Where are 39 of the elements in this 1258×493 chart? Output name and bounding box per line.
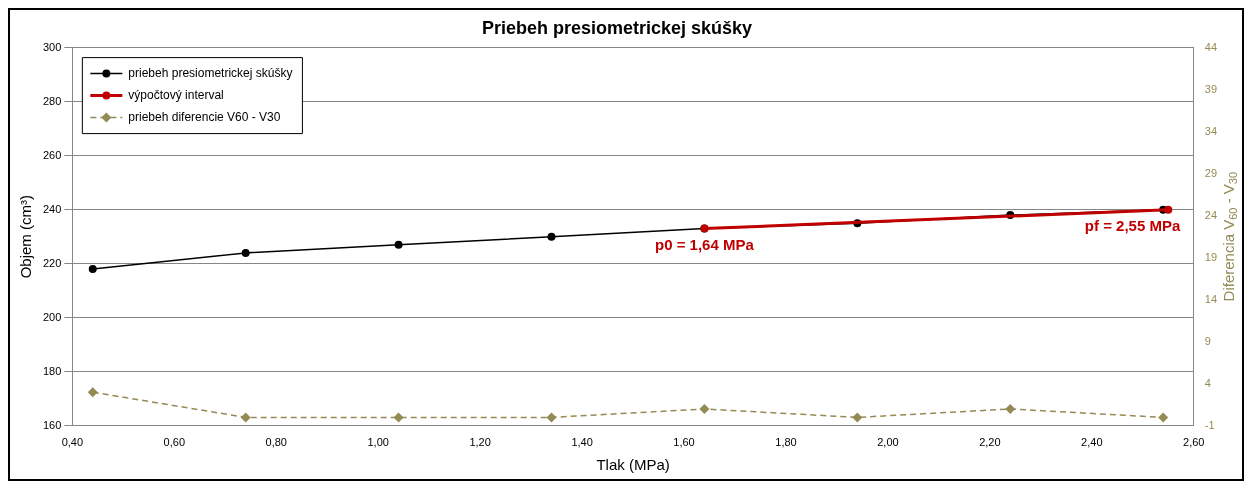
x-tick-label: 0,80 (265, 436, 287, 449)
y2-tick-label: 14 (1204, 292, 1218, 305)
x-axis-title: Tlak (MPa) (596, 456, 670, 474)
y-tick-label: 260 (42, 148, 62, 161)
legend-label: priebeh presiometrickej skúšky (128, 65, 293, 80)
y-tick-label: 280 (42, 94, 62, 107)
x-tick-label: 1,40 (571, 436, 593, 449)
y2-axis-title: Diferencia V60 - V30 (1220, 171, 1240, 302)
x-tick-label: 2,00 (877, 436, 899, 449)
y2-tick-label: 24 (1204, 208, 1218, 221)
legend-label: výpočtový interval (128, 87, 224, 102)
x-tick-label: 2,20 (979, 436, 1001, 449)
chart-title: Priebeh presiometrickej skúšky (481, 17, 753, 38)
x-tick-label: 1,20 (469, 436, 491, 449)
y-tick-label: 300 (42, 40, 62, 53)
y2-tick-label: 19 (1204, 250, 1218, 263)
y2-tick-label: 4 (1204, 376, 1211, 389)
y2-tick-label: 39 (1204, 82, 1218, 95)
y2-tick-label: -1 (1204, 418, 1215, 431)
annotation: p0 = 1,64 MPa (655, 236, 755, 254)
x-tick-label: 1,00 (367, 436, 389, 449)
x-tick-label: 2,40 (1081, 436, 1103, 449)
y-tick-label: 220 (42, 256, 62, 269)
y2-tick-label: 44 (1204, 40, 1218, 53)
y-tick-label: 200 (42, 310, 62, 323)
annotation: pf = 2,55 MPa (1084, 217, 1181, 235)
x-tick-label: 1,80 (775, 436, 797, 449)
y2-tick-label: 34 (1204, 124, 1218, 137)
y-tick-label: 180 (42, 364, 62, 377)
legend-label: priebeh diferencie V60 - V30 (128, 109, 281, 124)
x-tick-label: 2,60 (1183, 436, 1205, 449)
y-tick-label: 240 (42, 202, 62, 215)
x-tick-label: 0,60 (163, 436, 186, 449)
y-axis-title: Objem (cm³) (17, 195, 35, 279)
y-tick-label: 160 (42, 418, 62, 431)
y2-tick-label: 9 (1204, 334, 1211, 347)
x-tick-label: 1,60 (673, 436, 695, 449)
x-tick-label: 0,40 (61, 436, 84, 449)
y2-tick-label: 29 (1204, 166, 1218, 179)
